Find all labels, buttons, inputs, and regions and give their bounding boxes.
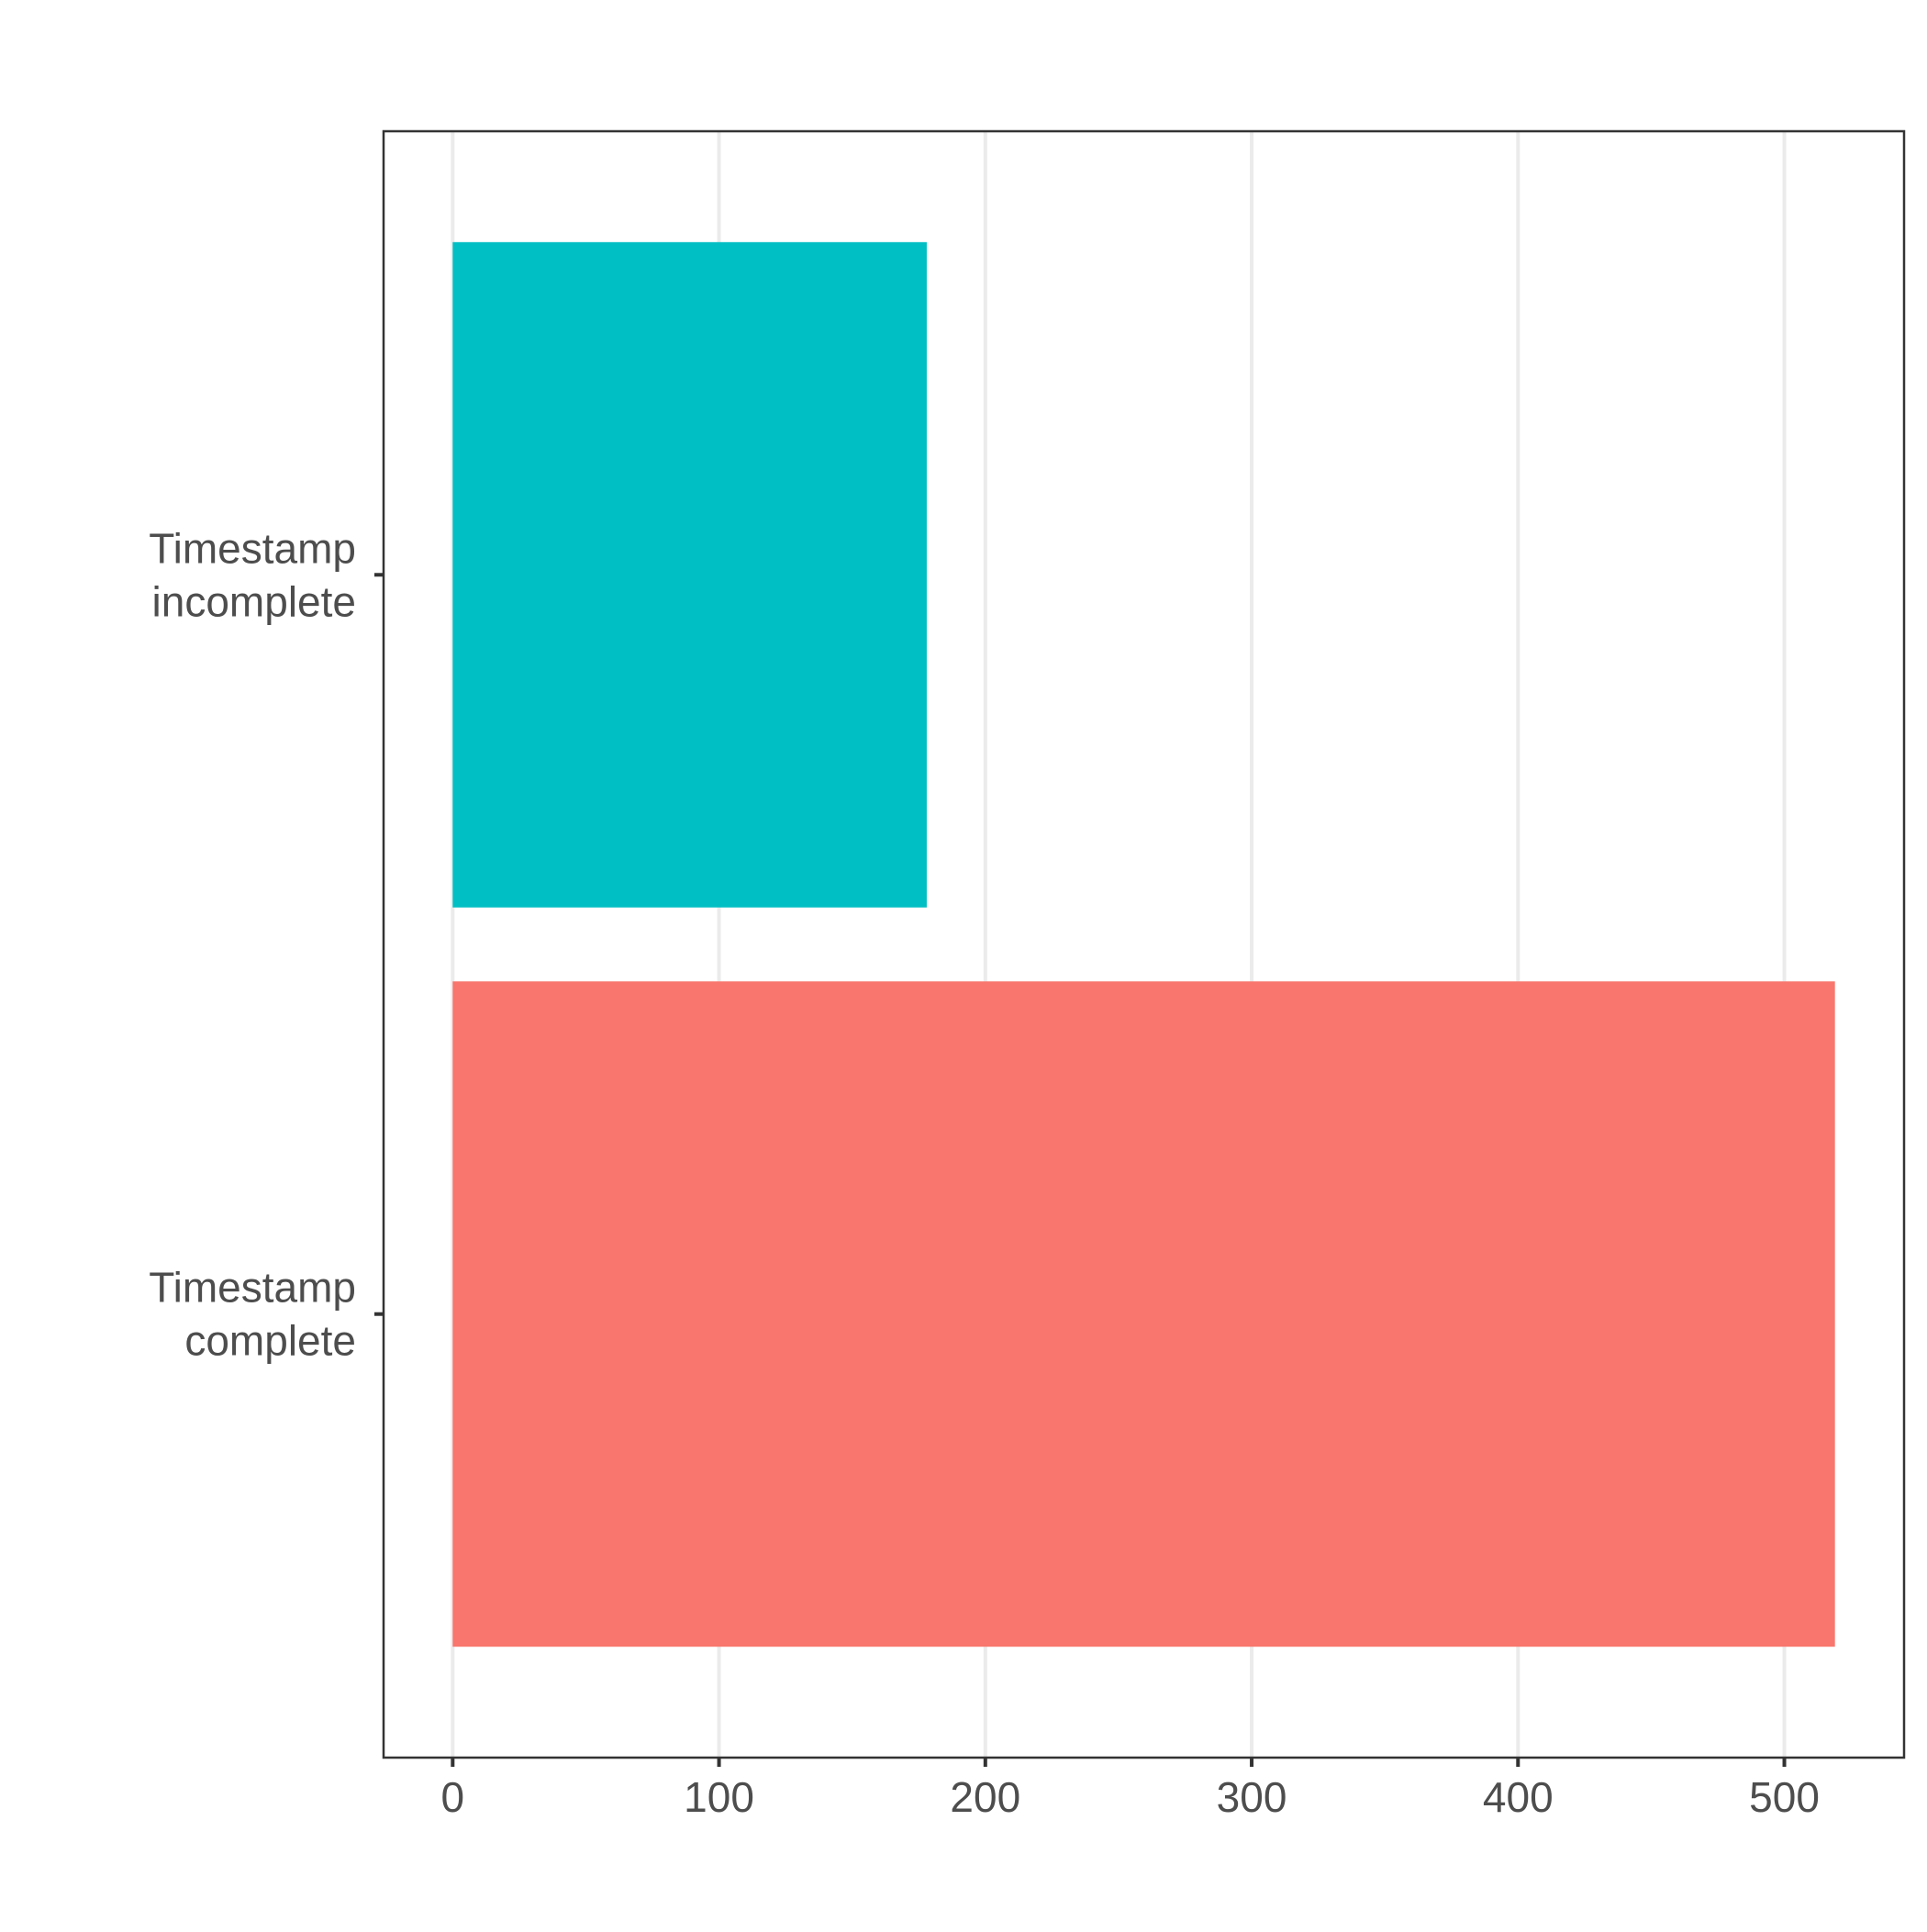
y-tick-label: Timestamp complete: [149, 1264, 356, 1365]
bar-timestamp-incomplete: [452, 241, 927, 908]
x-axis: 0 100 200 300 400 500: [441, 1758, 1820, 1821]
bar-timestamp-complete: [452, 981, 1835, 1647]
plot-panel-border: [382, 129, 1906, 1759]
x-tick-label: 400: [1483, 1773, 1554, 1821]
x-tick-label: 200: [950, 1773, 1020, 1821]
bars: [452, 241, 1835, 1647]
y-tick-label: Timestamp incomplete: [149, 524, 356, 625]
x-tick-label: 500: [1749, 1773, 1820, 1821]
y-axis: Timestamp complete Timestamp incomplete: [149, 524, 384, 1365]
x-tick-label: 300: [1217, 1773, 1287, 1821]
x-tick-label: 0: [441, 1773, 465, 1821]
x-tick-label: 100: [684, 1773, 754, 1821]
